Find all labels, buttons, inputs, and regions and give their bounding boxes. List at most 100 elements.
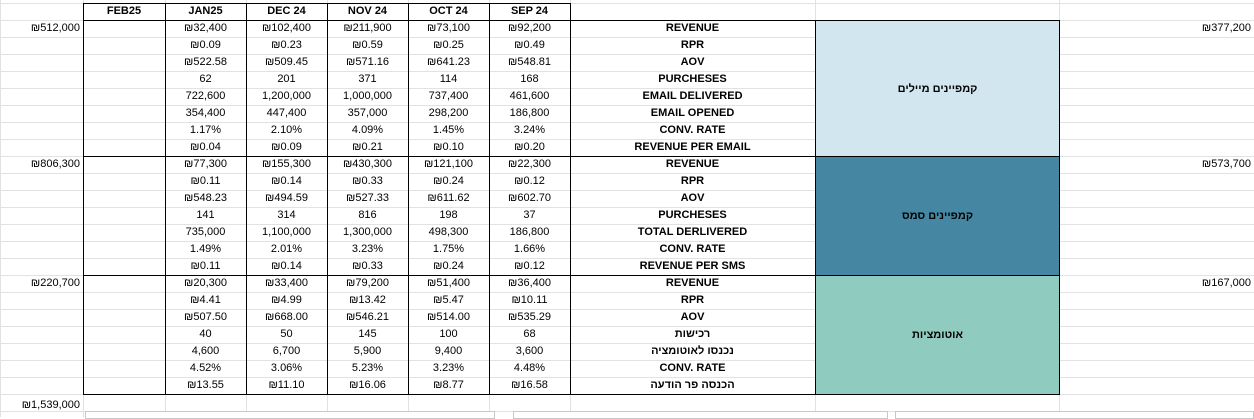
metric-value-nov[interactable]: 1,300,000 [343, 226, 392, 238]
metric-label[interactable]: AOV [680, 56, 705, 68]
metric-label[interactable]: REVENUE [665, 22, 720, 34]
chart-frame-edge[interactable] [513, 411, 888, 419]
metric-value-dec[interactable]: 3.06% [270, 362, 303, 374]
metric-label[interactable]: REVENUE PER SMS [639, 260, 746, 272]
metric-value-oct[interactable]: 298,200 [428, 107, 469, 119]
metric-value-nov[interactable]: 357,000 [347, 107, 388, 119]
metric-value-jan[interactable]: 354,400 [185, 107, 226, 119]
metric-value-dec[interactable]: 2.01% [270, 243, 303, 255]
metric-value-nov[interactable]: ₪571.16 [346, 56, 389, 68]
metric-value-dec[interactable]: ₪494.59 [265, 192, 308, 204]
metric-value-dec[interactable]: ₪0.14 [271, 260, 302, 272]
metric-value-sep[interactable]: 4.48% [513, 362, 546, 374]
metric-value-dec[interactable]: ₪102,400 [261, 22, 312, 34]
metric-value-jan[interactable]: 141 [196, 209, 215, 221]
month-header-5[interactable]: SEP 24 [510, 5, 549, 17]
metric-value-jan[interactable]: 40 [199, 328, 212, 340]
metric-value-jan[interactable]: ₪548.23 [184, 192, 227, 204]
metric-value-sep[interactable]: ₪535.29 [508, 311, 551, 323]
metric-value-dec[interactable]: 1,200,000 [262, 90, 311, 102]
metric-value-oct[interactable]: ₪121,100 [423, 158, 474, 170]
metric-value-dec[interactable]: ₪0.09 [271, 141, 302, 153]
metric-label[interactable]: EMAIL OPENED [650, 107, 735, 119]
month-header-3[interactable]: NOV 24 [347, 5, 388, 17]
metric-value-sep[interactable]: ₪10.11 [511, 294, 548, 306]
campaign-name-cell[interactable]: קמפיינים מיילים [815, 20, 1060, 157]
metric-value-oct[interactable]: ₪0.24 [433, 260, 464, 272]
metric-value-nov[interactable]: 4.09% [351, 124, 384, 136]
month-header-4[interactable]: OCT 24 [429, 5, 468, 17]
metric-value-oct[interactable]: 100 [439, 328, 458, 340]
month-header-2[interactable]: DEC 24 [267, 5, 306, 17]
metric-value-dec[interactable]: ₪0.23 [271, 39, 302, 51]
month-header-0[interactable]: FEB25 [106, 5, 142, 17]
metric-value-dec[interactable]: 2.10% [270, 124, 303, 136]
metric-value-nov[interactable]: 145 [358, 328, 377, 340]
metric-value-dec[interactable]: ₪0.14 [271, 175, 302, 187]
metric-value-jan[interactable]: 4.52% [189, 362, 222, 374]
metric-value-dec[interactable]: ₪4.99 [271, 294, 302, 306]
metric-value-nov[interactable]: 371 [358, 73, 377, 85]
metric-value-sep[interactable]: ₪16.58 [511, 379, 548, 391]
metric-label[interactable]: REVENUE [665, 277, 720, 289]
metric-value-sep[interactable]: ₪36,400 [508, 277, 551, 289]
metric-value-oct[interactable]: ₪73,100 [427, 22, 470, 34]
metric-label[interactable]: AOV [680, 311, 705, 323]
metric-value-oct[interactable]: ₪0.24 [433, 175, 464, 187]
metric-value-oct[interactable]: 198 [439, 209, 458, 221]
metric-value-sep[interactable]: ₪0.12 [514, 175, 545, 187]
metric-value-sep[interactable]: 3.24% [513, 124, 546, 136]
metric-label[interactable]: REVENUE [665, 158, 720, 170]
metric-value-oct[interactable]: ₪611.62 [427, 192, 470, 204]
metric-value-oct[interactable]: 9,400 [434, 345, 463, 357]
metric-value-oct[interactable]: 498,300 [428, 226, 469, 238]
metric-value-nov[interactable]: ₪79,200 [346, 277, 389, 289]
metric-value-jan[interactable]: ₪0.04 [190, 141, 221, 153]
metric-value-oct[interactable]: ₪0.10 [433, 141, 464, 153]
metric-value-sep[interactable]: ₪0.49 [514, 39, 545, 51]
metric-value-oct[interactable]: ₪514.00 [427, 311, 470, 323]
metric-value-sep[interactable]: 37 [523, 209, 536, 221]
metric-value-sep[interactable]: 168 [520, 73, 539, 85]
campaign-name-cell[interactable]: קמפיינים סמס [815, 156, 1060, 276]
metric-label[interactable]: REVENUE PER EMAIL [634, 141, 751, 153]
metric-value-nov[interactable]: 5,900 [353, 345, 382, 357]
metric-label[interactable]: CONV. RATE [659, 124, 726, 136]
metric-value-oct[interactable]: 3.23% [432, 362, 465, 374]
grand-total[interactable]: ₪1,539,000 [21, 399, 80, 411]
metric-value-jan[interactable]: 1.49% [189, 243, 222, 255]
metric-value-nov[interactable]: ₪211,900 [343, 22, 392, 34]
metric-value-oct[interactable]: 1.45% [432, 124, 465, 136]
metric-value-nov[interactable]: ₪430,300 [342, 158, 393, 170]
chart-frame-edge[interactable] [85, 411, 495, 419]
metric-value-jan[interactable]: 722,600 [185, 90, 226, 102]
section-total-left[interactable]: ₪512,000 [30, 22, 80, 34]
section-total-left[interactable]: ₪806,300 [30, 158, 80, 170]
metric-label[interactable]: PURCHESES [658, 209, 727, 221]
metric-value-sep[interactable]: ₪0.20 [514, 141, 545, 153]
metric-value-oct[interactable]: ₪8.77 [433, 379, 464, 391]
metric-value-sep[interactable]: 68 [523, 328, 536, 340]
metric-value-nov[interactable]: ₪0.33 [352, 260, 383, 272]
metric-label[interactable]: רכישות [674, 328, 711, 340]
metric-value-jan[interactable]: ₪522.58 [184, 56, 227, 68]
metric-value-oct[interactable]: ₪0.25 [433, 39, 464, 51]
metric-value-sep[interactable]: ₪602.70 [508, 192, 551, 204]
metric-label[interactable]: הכנסה פר הודעה [650, 379, 735, 391]
month-header-1[interactable]: JAN25 [188, 5, 223, 17]
metric-value-oct[interactable]: 114 [439, 73, 458, 85]
metric-value-oct[interactable]: ₪5.47 [433, 294, 464, 306]
metric-value-nov[interactable]: 816 [358, 209, 377, 221]
metric-value-nov[interactable]: 5.23% [351, 362, 384, 374]
metric-value-dec[interactable]: 1,100,000 [262, 226, 311, 238]
section-total-right[interactable]: ₪573,700 [1201, 158, 1251, 170]
metric-value-nov[interactable]: ₪527.33 [346, 192, 389, 204]
metric-value-dec[interactable]: 314 [277, 209, 296, 221]
metric-value-oct[interactable]: 1.75% [432, 243, 465, 255]
metric-value-jan[interactable]: ₪13.55 [187, 379, 224, 391]
metric-value-nov[interactable]: 3.23% [351, 243, 384, 255]
metric-value-sep[interactable]: 461,600 [509, 90, 550, 102]
chart-frame-edge[interactable] [895, 411, 1254, 419]
metric-value-jan[interactable]: 62 [199, 73, 212, 85]
metric-value-jan[interactable]: ₪0.11 [190, 260, 221, 272]
